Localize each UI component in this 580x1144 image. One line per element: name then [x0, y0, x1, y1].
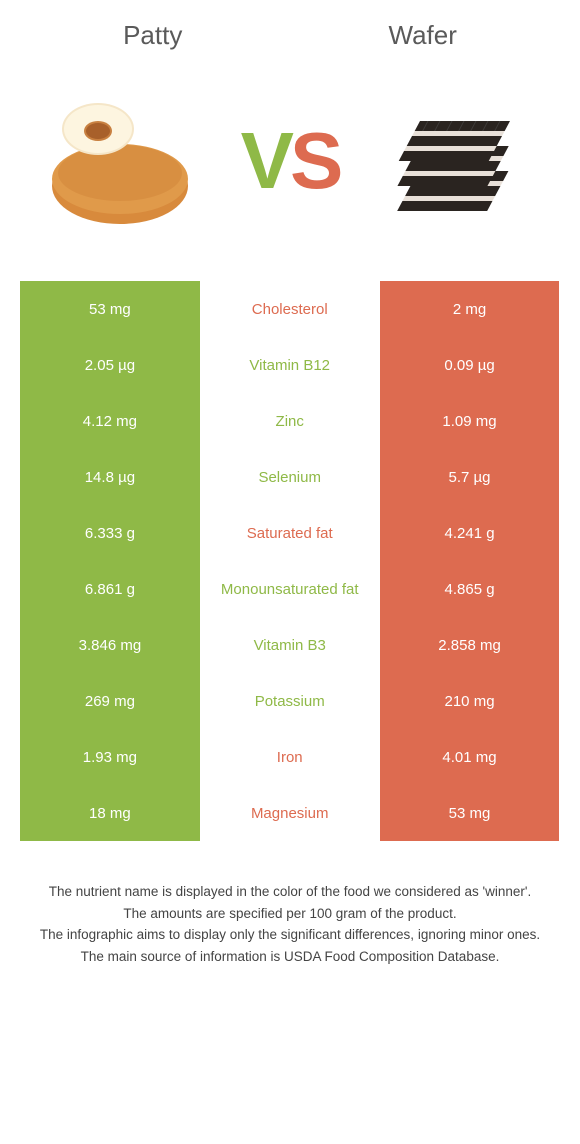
- comparison-table: 53 mgCholesterol2 mg2.05 µgVitamin B120.…: [20, 281, 560, 841]
- table-row: 3.846 mgVitamin B32.858 mg: [20, 617, 560, 673]
- value-left: 269 mg: [20, 673, 200, 729]
- table-row: 269 mgPotassium210 mg: [20, 673, 560, 729]
- value-left: 6.333 g: [20, 505, 200, 561]
- table-row: 6.861 gMonounsaturated fat4.865 g: [20, 561, 560, 617]
- value-right: 4.241 g: [380, 505, 560, 561]
- footer-line: The infographic aims to display only the…: [30, 924, 550, 946]
- value-right: 4.01 mg: [380, 729, 560, 785]
- nutrient-label: Selenium: [200, 449, 380, 505]
- nutrient-label: Magnesium: [200, 785, 380, 841]
- value-right: 53 mg: [380, 785, 560, 841]
- value-left: 3.846 mg: [20, 617, 200, 673]
- vs-s: S: [290, 116, 339, 205]
- value-right: 1.09 mg: [380, 393, 560, 449]
- nutrient-label: Zinc: [200, 393, 380, 449]
- value-left: 14.8 µg: [20, 449, 200, 505]
- value-right: 5.7 µg: [380, 449, 560, 505]
- food-title-left: Patty: [123, 20, 182, 51]
- footer-line: The main source of information is USDA F…: [30, 946, 550, 968]
- table-row: 2.05 µgVitamin B120.09 µg: [20, 337, 560, 393]
- value-left: 6.861 g: [20, 561, 200, 617]
- nutrient-label: Vitamin B3: [200, 617, 380, 673]
- vs-label: VS: [241, 115, 340, 207]
- table-row: 14.8 µgSelenium5.7 µg: [20, 449, 560, 505]
- nutrient-label: Vitamin B12: [200, 337, 380, 393]
- header-titles: Patty Wafer: [20, 20, 560, 51]
- footer-line: The nutrient name is displayed in the co…: [30, 881, 550, 903]
- value-right: 2.858 mg: [380, 617, 560, 673]
- value-right: 210 mg: [380, 673, 560, 729]
- value-right: 0.09 µg: [380, 337, 560, 393]
- table-row: 1.93 mgIron4.01 mg: [20, 729, 560, 785]
- value-right: 4.865 g: [380, 561, 560, 617]
- footer-line: The amounts are specified per 100 gram o…: [30, 903, 550, 925]
- nutrient-label: Monounsaturated fat: [200, 561, 380, 617]
- table-row: 4.12 mgZinc1.09 mg: [20, 393, 560, 449]
- value-right: 2 mg: [380, 281, 560, 337]
- patty-image: [40, 81, 200, 241]
- table-row: 53 mgCholesterol2 mg: [20, 281, 560, 337]
- value-left: 1.93 mg: [20, 729, 200, 785]
- value-left: 2.05 µg: [20, 337, 200, 393]
- nutrient-label: Potassium: [200, 673, 380, 729]
- nutrient-label: Cholesterol: [200, 281, 380, 337]
- value-left: 18 mg: [20, 785, 200, 841]
- value-left: 53 mg: [20, 281, 200, 337]
- vs-v: V: [241, 116, 290, 205]
- table-row: 18 mgMagnesium53 mg: [20, 785, 560, 841]
- table-row: 6.333 gSaturated fat4.241 g: [20, 505, 560, 561]
- footer-notes: The nutrient name is displayed in the co…: [20, 881, 560, 967]
- wafer-image: [380, 81, 540, 241]
- food-title-right: Wafer: [389, 20, 457, 51]
- value-left: 4.12 mg: [20, 393, 200, 449]
- nutrient-label: Saturated fat: [200, 505, 380, 561]
- images-row: VS: [20, 71, 560, 251]
- nutrient-label: Iron: [200, 729, 380, 785]
